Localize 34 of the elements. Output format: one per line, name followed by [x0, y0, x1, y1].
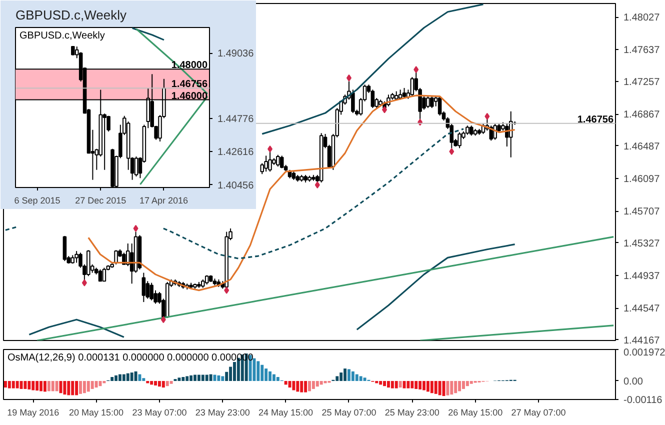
x-tick-label: 20 May 15:00 — [69, 408, 124, 418]
y-tick-label: 1.48027 — [624, 12, 660, 24]
y-tick-label: 0.001972 — [624, 348, 665, 358]
x-tick-label: 25 May 07:00 — [322, 408, 376, 418]
ref-line-label: 1.46756 — [577, 114, 614, 126]
y-tick-label: 1.46487 — [624, 141, 660, 152]
y-tick-label: 1.46867 — [624, 110, 660, 121]
y-tick-label: 0.00 — [624, 376, 644, 388]
y-tick-label: 1.47257 — [624, 77, 660, 88]
x-tick-label: 23 May 07:00 — [132, 408, 187, 418]
chart-subtitle: GBPUSD.c,Weekly — [20, 30, 105, 42]
y-tick-label: 1.42616 — [218, 147, 254, 158]
y-tick-label: 1.47637 — [624, 45, 660, 56]
x-tick-label: 26 May 15:00 — [448, 408, 503, 418]
y-tick-label: 1.49036 — [218, 48, 254, 60]
x-tick-label: 24 May 15:00 — [258, 408, 314, 418]
y-tick-label: 1.46097 — [624, 174, 660, 186]
x-tick-label: 27 May 07:00 — [511, 408, 566, 418]
x-tick-label: 23 May 23:00 — [195, 408, 250, 418]
y-tick-label: 1.44776 — [218, 114, 254, 126]
x-tick-label: 17 Apr 2016 — [139, 196, 188, 206]
x-tick-label: 6 Sep 2015 — [14, 196, 60, 206]
x-tick-label: 19 May 2016 — [7, 408, 60, 418]
y-tick-label: 1.44547 — [624, 304, 660, 315]
y-tick-label: 1.44167 — [624, 335, 660, 346]
y-tick-label: 1.44937 — [624, 271, 660, 282]
x-tick-label: 25 May 23:00 — [384, 408, 440, 418]
y-tick-label: 1.45327 — [624, 238, 660, 250]
chart-title: GBPUSD.c,Weekly — [16, 8, 128, 22]
y-tick-label: -0.00116 — [624, 395, 663, 406]
ref-line-label: 1.46000 — [171, 90, 208, 102]
y-tick-label: 1.40456 — [218, 180, 254, 192]
y-tick-label: 1.45707 — [624, 206, 660, 218]
x-tick-label: 27 Dec 2015 — [75, 196, 126, 206]
